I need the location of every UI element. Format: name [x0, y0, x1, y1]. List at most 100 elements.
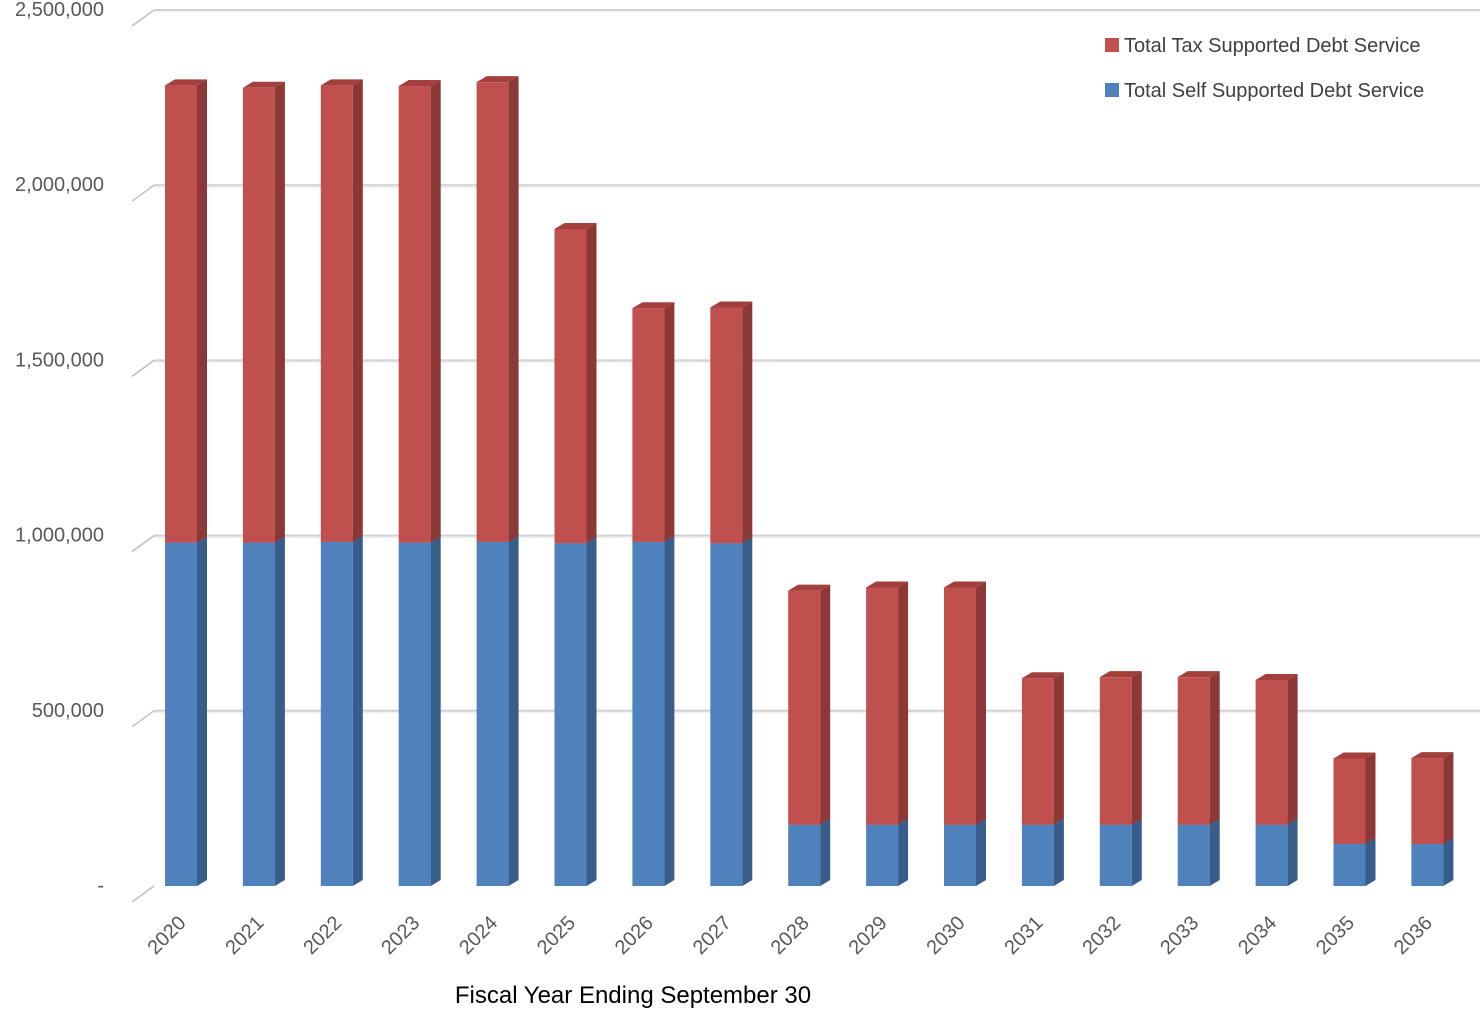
bar-side-2036 [1443, 837, 1454, 886]
bar-tax-supported-2031 [1021, 678, 1054, 825]
y-tick-label: 1,500,000 [15, 349, 104, 371]
bar-side-2025 [586, 537, 597, 886]
bar-side-2021 [274, 536, 285, 886]
bar-self-supported-2029 [866, 824, 899, 886]
bar-tax-supported-2025 [554, 229, 587, 544]
bar-side-2025 [586, 223, 597, 544]
bar-top-2020 [165, 79, 207, 86]
y-axis-tick-labels: - 500,000 1,000,000 1,500,000 2,000,000 2,500… [15, 0, 104, 897]
x-tick-label: 2026 [611, 912, 658, 959]
bar-top-2032 [1099, 671, 1142, 678]
y-tick-label: 1,000,000 [15, 525, 104, 547]
bar-stack-2032 [1099, 671, 1142, 886]
bar-tax-supported-2032 [1099, 677, 1132, 825]
bar-side-2023 [430, 536, 441, 886]
bar-self-supported-2030 [944, 824, 976, 886]
bar-side-2021 [274, 81, 285, 543]
bar-side-2026 [664, 535, 675, 886]
bar-top-2021 [242, 81, 285, 88]
x-tick-label: 2030 [923, 912, 970, 959]
bar-stack-2025 [554, 223, 597, 886]
x-tick-label: 2020 [144, 912, 191, 959]
gridline-stub [131, 359, 155, 378]
x-tick-label: 2023 [377, 912, 424, 959]
bar-stack-2033 [1177, 671, 1220, 886]
bar-side-2034 [1287, 673, 1298, 825]
bar-side-2033 [1209, 818, 1220, 886]
bar-top-2026 [632, 302, 675, 309]
x-tick-label: 2029 [845, 912, 892, 959]
gridline-stub [131, 9, 155, 27]
bar-tax-supported-2027 [710, 307, 743, 544]
bars [165, 76, 1454, 886]
bar-top-2022 [320, 79, 363, 86]
x-tick-label: 2032 [1078, 912, 1125, 959]
bar-side-2034 [1287, 818, 1298, 886]
bar-stack-2029 [866, 581, 909, 886]
bar-side-2030 [976, 581, 986, 825]
bar-tax-supported-2033 [1177, 677, 1210, 825]
bar-tax-supported-2022 [320, 85, 353, 542]
bar-top-2033 [1177, 671, 1220, 678]
bar-tax-supported-2028 [788, 590, 821, 825]
bar-top-2023 [398, 80, 441, 87]
bar-tax-supported-2021 [242, 87, 275, 543]
bar-top-2030 [944, 581, 986, 588]
bar-stack-2031 [1021, 672, 1064, 886]
gridline-stub [131, 184, 155, 202]
bar-self-supported-2035 [1333, 843, 1366, 886]
x-axis-tick-labels: 2020 2021 2022 2023 2024 2025 2026 2027 2028 2029… [144, 912, 1437, 959]
bar-tax-supported-2024 [476, 82, 509, 542]
bar-side-2032 [1131, 671, 1142, 825]
bar-self-supported-2034 [1255, 824, 1288, 886]
bar-tax-supported-2029 [866, 587, 899, 825]
legend-label: Total Tax Supported Debt Service [1124, 35, 1420, 57]
bar-self-supported-2032 [1099, 824, 1132, 886]
bar-side-2023 [430, 80, 441, 543]
x-tick-label: 2025 [533, 912, 580, 959]
bar-stack-2028 [788, 584, 831, 886]
gridline-stub [131, 710, 155, 728]
x-tick-label: 2024 [455, 912, 502, 959]
bar-tax-supported-2035 [1333, 758, 1366, 844]
bar-self-supported-2033 [1177, 824, 1210, 886]
y-tick-label: 500,000 [32, 700, 104, 722]
bar-side-2026 [664, 302, 675, 542]
y-tick-label: 2,500,000 [15, 0, 104, 21]
bar-side-2029 [898, 818, 909, 886]
legend-swatch [1105, 83, 1119, 97]
bar-side-2035 [1365, 752, 1376, 844]
x-tick-label: 2021 [221, 912, 268, 959]
bar-tax-supported-2034 [1255, 679, 1288, 825]
bar-self-supported-2026 [632, 541, 665, 886]
bar-side-2031 [1053, 818, 1064, 886]
bar-tax-supported-2026 [632, 308, 665, 542]
bar-top-2028 [788, 584, 831, 591]
bar-side-2028 [820, 584, 831, 825]
y-tick-label: 2,000,000 [15, 174, 104, 196]
bar-stack-2024 [476, 76, 519, 886]
bar-side-2027 [742, 537, 753, 886]
bar-side-2024 [508, 76, 519, 542]
bar-stack-2020 [165, 79, 207, 886]
x-axis-title: Fiscal Year Ending September 30 [455, 982, 811, 1009]
x-tick-label: 2027 [689, 912, 736, 959]
bar-side-2024 [508, 535, 519, 886]
bar-side-2033 [1209, 671, 1220, 825]
x-tick-label: 2034 [1234, 912, 1281, 959]
gridlines [131, 9, 1480, 903]
bar-side-2031 [1053, 672, 1064, 825]
bar-top-2035 [1333, 752, 1376, 759]
legend-swatch [1105, 38, 1119, 52]
bar-self-supported-2027 [710, 543, 743, 886]
bar-top-2027 [710, 301, 753, 308]
bar-side-2022 [352, 79, 363, 542]
bar-tax-supported-2030 [944, 587, 976, 825]
legend: Total Tax Supported Debt Service Total Se… [1105, 35, 1424, 102]
bar-stack-2035 [1333, 752, 1376, 886]
gridline-stub [131, 885, 155, 903]
bar-stack-2023 [398, 80, 441, 886]
x-tick-label: 2033 [1156, 912, 1203, 959]
bar-stack-2036 [1411, 752, 1454, 886]
